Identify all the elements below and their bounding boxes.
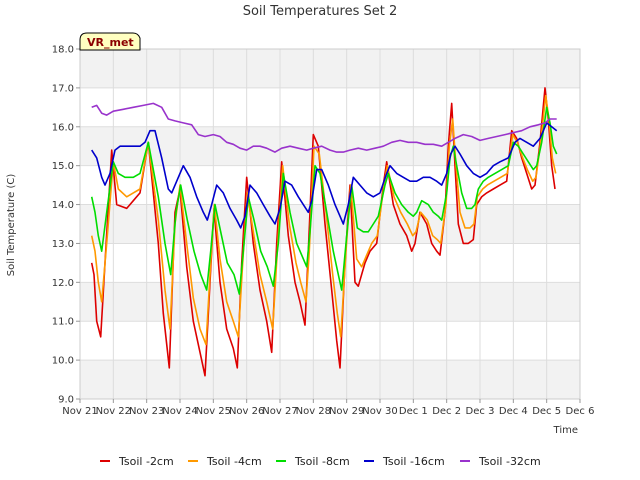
background-band [80, 49, 580, 88]
x-tick-label: Dec 1 [399, 406, 428, 417]
y-tick-label: 16.0 [52, 122, 74, 133]
x-tick-label: Nov 28 [296, 406, 331, 417]
x-tick-label: Nov 26 [229, 406, 264, 417]
x-tick-label: Nov 27 [262, 406, 297, 417]
y-tick-label: 13.0 [52, 239, 74, 250]
x-tick-label: Dec 6 [566, 406, 595, 417]
legend-label-tsoil-8cm: Tsoil -8cm [294, 455, 350, 468]
x-tick-label: Dec 5 [532, 406, 561, 417]
legend-label-tsoil-16cm: Tsoil -16cm [382, 455, 445, 468]
background-band [80, 126, 580, 166]
plot-frame [79, 48, 581, 400]
series-line-tsoil-16cm [91, 122, 558, 229]
y-tick-label: 15.0 [52, 161, 74, 172]
y-tick-label: 14.0 [52, 200, 74, 211]
y-tick-label: 12.0 [52, 278, 74, 289]
x-tick-label: Nov 22 [96, 406, 131, 417]
legend-label-tsoil-32cm: Tsoil -32cm [478, 455, 541, 468]
x-tick-label: Dec 2 [432, 406, 461, 417]
legend-label-tsoil-4cm: Tsoil -4cm [206, 455, 262, 468]
x-tick-label: Nov 24 [162, 406, 197, 417]
x-tick-label: Nov 23 [129, 406, 164, 417]
series-lines [90, 87, 558, 377]
background-band [80, 282, 580, 322]
y-tick-label: 9.0 [58, 395, 74, 406]
legend: Tsoil -2cm Tsoil -4cm Tsoil -8cm Tsoil -16c… [100, 455, 541, 468]
background-band [80, 360, 580, 399]
y-tick-label: 17.0 [52, 83, 74, 94]
y-tick-label: 11.0 [52, 317, 74, 328]
x-tick-label: Nov 29 [329, 406, 364, 417]
series-line-tsoil-8cm [90, 106, 558, 295]
x-axis-label: Time [553, 425, 578, 436]
site-badge-box [79, 32, 141, 51]
site-badge: VR_met [79, 32, 141, 51]
plot-background-bands [80, 49, 580, 399]
y-tick-label: 10.0 [52, 356, 74, 367]
y-axis-label: Soil Temperature (C) [6, 174, 17, 277]
x-tick-label: Dec 3 [466, 406, 495, 417]
y-axis-ticks: 9.0 10.0 11.0 12.0 13.0 14.0 15.0 16.0 17.0 18.0 [52, 45, 80, 406]
x-tick-label: Nov 25 [196, 406, 231, 417]
chart-title: Soil Temperatures Set 2 [243, 4, 398, 19]
site-badge-label: VR_met [87, 36, 134, 49]
y-tick-label: 18.0 [52, 45, 74, 56]
x-tick-label: Nov 30 [362, 406, 397, 417]
x-tick-label: Nov 21 [62, 406, 97, 417]
x-tick-label: Dec 4 [499, 406, 528, 417]
legend-label-tsoil-2cm: Tsoil -2cm [118, 455, 174, 468]
series-line-tsoil-32cm [91, 102, 557, 153]
